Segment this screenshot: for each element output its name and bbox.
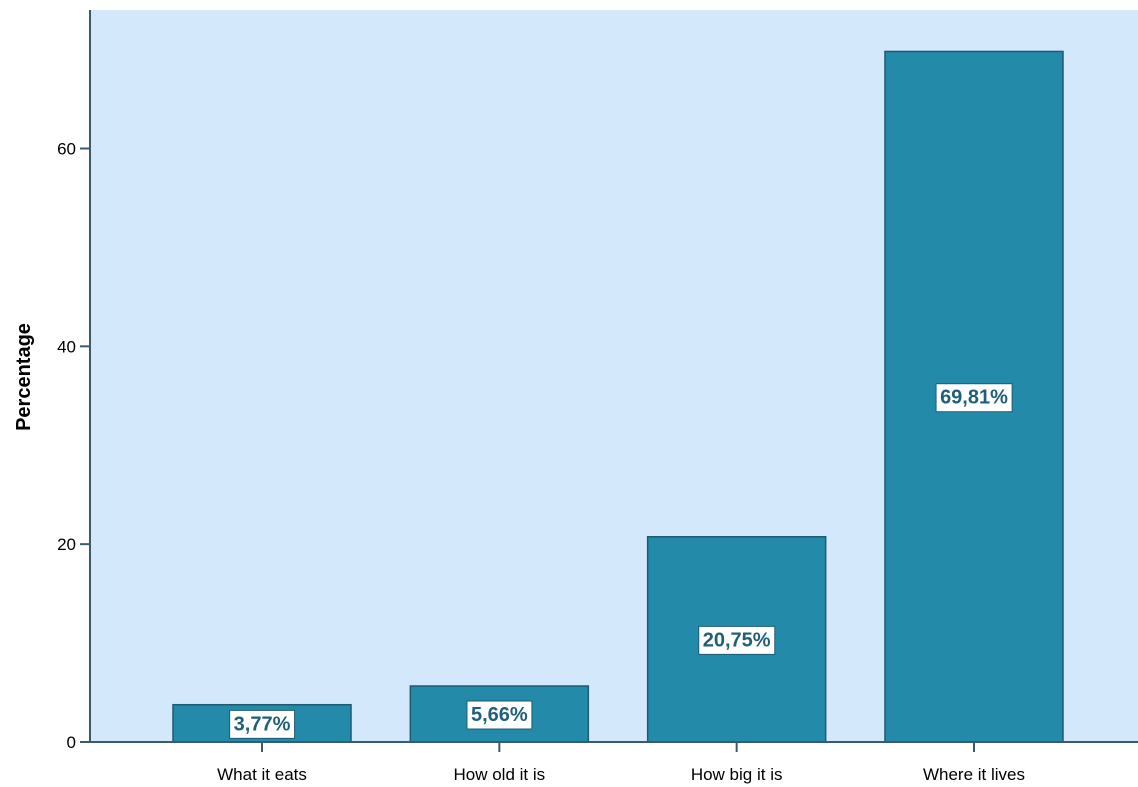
y-tick-label: 40	[57, 337, 76, 356]
bar-value-label: 20,75%	[698, 625, 776, 655]
bar-value-label-text: 69,81%	[940, 387, 1008, 409]
y-tick-label: 60	[57, 139, 76, 158]
bar-value-label-box	[935, 383, 1013, 413]
bar-value-label-text: 20,75%	[703, 629, 771, 651]
axes-layer: 0 20 40 60 What it eats How old it is How big …	[57, 10, 1138, 784]
x-tick-label: How big it is	[691, 765, 783, 784]
bar-value-label: 3,77%	[229, 709, 296, 739]
bar-value-label-box	[466, 700, 533, 730]
y-tick-label: 0	[67, 733, 76, 752]
bar-value-label: 5,66%	[466, 700, 533, 730]
bar-value-label-text: 5,66%	[471, 704, 528, 726]
y-axis-title: Percentage	[13, 323, 35, 431]
bar-value-label-text: 3,77%	[234, 713, 291, 735]
x-tick-label: How old it is	[454, 765, 546, 784]
value-labels-layer: 3,77% 5,66% 20,75% 69,81%	[229, 383, 1013, 739]
y-tick-label: 20	[57, 535, 76, 554]
bar-value-label-box	[698, 625, 776, 655]
bar-value-label-box	[229, 709, 296, 739]
x-tick-label: Where it lives	[923, 765, 1025, 784]
bar-value-label: 69,81%	[935, 383, 1013, 413]
x-tick-label: What it eats	[217, 765, 307, 784]
